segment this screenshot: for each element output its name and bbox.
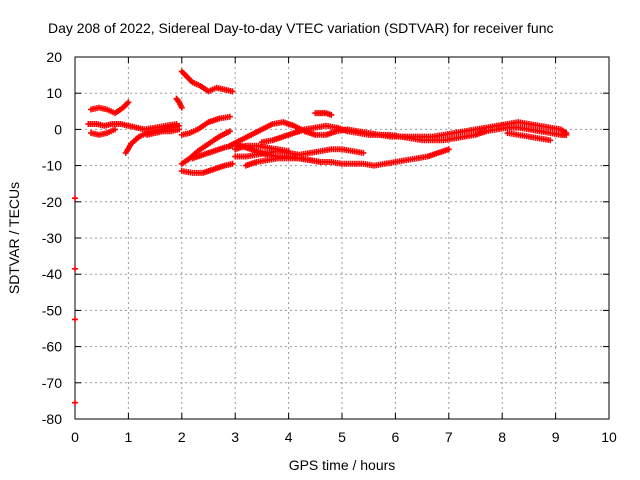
data-point [226,113,233,120]
data-point [360,149,367,156]
axis-ticks [74,56,610,420]
data-point [176,126,183,133]
data-point [547,137,554,144]
y-tick-label: -50 [42,302,62,318]
y-tick-label: -80 [42,411,62,427]
y-tick-label: -10 [42,158,62,174]
data-point [285,148,292,155]
y-tick-label: 10 [46,85,62,101]
data-point [317,158,324,165]
y-tick-label: 20 [46,49,62,65]
chart-title: Day 208 of 2022, Sidereal Day-to-day VTE… [48,20,554,36]
data-point [125,99,132,106]
x-axis-label: GPS time / hours [289,457,396,473]
data-point [229,88,236,95]
data-point [72,265,78,272]
axis-tick-labels: 0 1 2 3 4 5 6 7 8 9 10 20 10 0 -10 -20 -30 -40 -50 -60 -70 -8… [42,49,617,445]
data-point [178,104,185,111]
x-tick-label: 8 [498,429,506,445]
data-point [72,316,78,323]
x-tick-label: 3 [231,429,239,445]
x-tick-label: 6 [392,429,400,445]
y-tick-label: -30 [42,230,62,246]
x-tick-label: 1 [125,429,133,445]
y-tick-label: -60 [42,339,62,355]
x-tick-label: 9 [552,429,560,445]
y-tick-label: -20 [42,194,62,210]
x-tick-label: 4 [285,429,293,445]
x-tick-label: 10 [601,429,617,445]
data-point [328,111,335,118]
data-points [72,68,570,406]
data-point [226,128,233,135]
x-tick-label: 5 [338,429,346,445]
data-point [229,160,236,167]
x-tick-label: 7 [445,429,453,445]
y-axis-label: SDTVAR / TECUs [6,182,22,294]
y-tick-label: -70 [42,375,62,391]
y-tick-label: -40 [42,266,62,282]
data-point [72,195,78,202]
y-tick-label: 0 [54,121,62,137]
data-point [112,126,119,133]
data-point [445,146,452,153]
data-point [563,130,570,137]
grid [75,57,609,419]
x-tick-label: 0 [71,429,79,445]
x-tick-label: 2 [178,429,186,445]
data-point [72,399,78,406]
